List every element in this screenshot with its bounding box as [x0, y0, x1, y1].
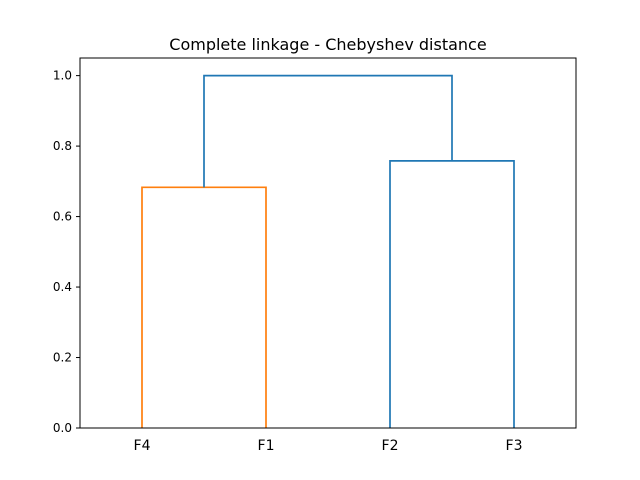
leaf-label-f3: F3	[506, 438, 523, 454]
y-tick-label: 0.8	[53, 139, 72, 153]
dendrogram-link-f4-f1-f2-f3	[203, 74, 453, 188]
chart-title: Complete linkage - Chebyshev distance	[169, 35, 486, 54]
leaf-label-f1: F1	[258, 438, 275, 454]
x-axis: F4 F1 F2 F3	[134, 438, 523, 454]
dendrogram-link-f2-f3	[389, 160, 515, 428]
dendrogram-link-f4-f1	[141, 186, 267, 428]
y-tick-label: 1.0	[53, 69, 72, 83]
dendrogram-links	[141, 74, 515, 428]
y-tick-label: 0.0	[53, 421, 72, 435]
y-tick-label: 0.2	[53, 351, 72, 365]
leaf-label-f4: F4	[134, 438, 151, 454]
y-tick-label: 0.4	[53, 280, 72, 294]
y-axis: 0.0 0.2 0.4 0.6 0.8 1.0	[53, 69, 80, 435]
leaf-label-f2: F2	[382, 438, 399, 454]
plot-frame	[79, 57, 577, 429]
y-tick-label: 0.6	[53, 210, 72, 224]
